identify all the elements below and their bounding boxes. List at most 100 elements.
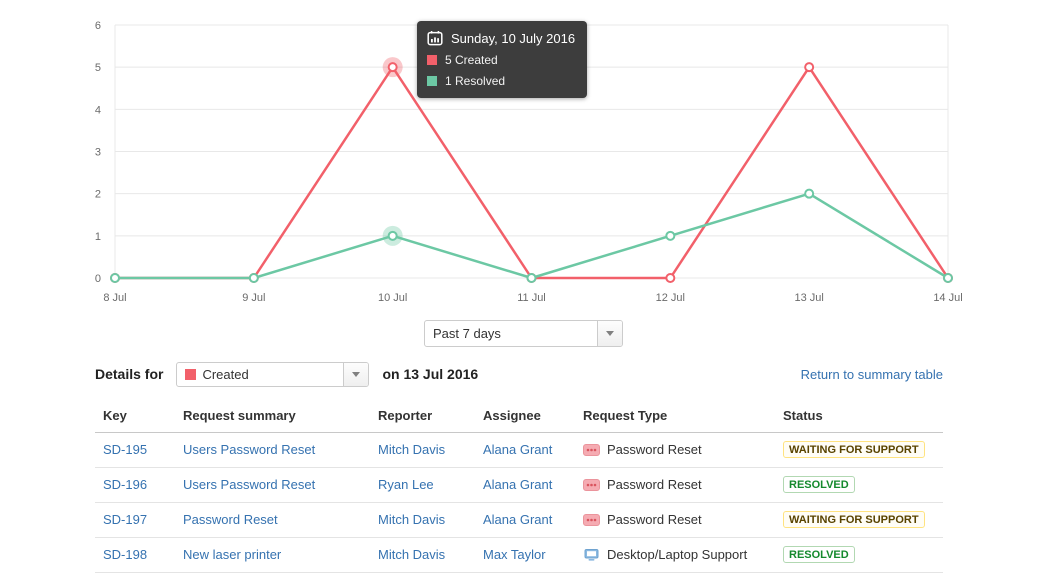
calendar-icon: [427, 31, 443, 46]
assignee-link[interactable]: Alana Grant: [483, 512, 553, 527]
cell-assignee: Alana Grant: [475, 432, 575, 468]
chevron-down-icon: [352, 371, 361, 377]
data-point-resolved[interactable]: [387, 230, 398, 241]
cell-key: SD-197: [95, 502, 175, 538]
cell-key: SD-195: [95, 432, 175, 468]
cell-request-type: Password Reset: [575, 432, 775, 468]
reporter-link[interactable]: Ryan Lee: [378, 477, 434, 492]
column-header-request-type: Request Type: [575, 400, 775, 433]
chart-tooltip: Sunday, 10 July 2016 5 Created 1 Resolve…: [417, 21, 588, 98]
y-tick-label: 5: [95, 62, 101, 74]
tooltip-date: Sunday, 10 July 2016: [451, 30, 576, 46]
date-range-select[interactable]: Past 7 days: [424, 320, 623, 347]
issue-key-link[interactable]: SD-195: [103, 442, 148, 457]
data-point-created[interactable]: [387, 62, 398, 73]
reporter-link[interactable]: Mitch Davis: [378, 442, 446, 457]
created-swatch: [427, 55, 437, 65]
series-swatch: [185, 368, 197, 380]
cell-key: SD-196: [95, 467, 175, 503]
line-chart-canvas[interactable]: 0 1 2 3 4 5 6 8 Jul 9 Jul 10 Jul 11 Jul 12 Jul 13 Ju…: [0, 0, 1040, 310]
tooltip-created-entry: 5 Created: [427, 53, 575, 67]
reporter-link[interactable]: Mitch Davis: [378, 547, 446, 562]
request-summary-link[interactable]: Users Password Reset: [183, 477, 316, 492]
table-row: SD-196 Users Password Reset Ryan Lee Alana …: [95, 467, 943, 503]
created-vs-resolved-chart: 0 1 2 3 4 5 6 8 Jul 9 Jul 10 Jul 11 Jul 12 Jul 13 Ju…: [0, 0, 1040, 310]
details-toolbar: Details for Created on 13 Jul 2016 Retur…: [95, 361, 943, 387]
series-select-value: Created: [202, 366, 249, 382]
request-summary-link[interactable]: Password Reset: [183, 512, 278, 527]
issue-key-link[interactable]: SD-197: [103, 512, 148, 527]
chevron-down-icon: [606, 331, 614, 336]
tooltip-resolved-label: 1 Resolved: [445, 74, 506, 88]
password-reset-icon: [583, 443, 600, 456]
x-tick-label: 14 Jul: [933, 292, 962, 304]
cell-reporter: Mitch Davis: [370, 502, 475, 538]
series-select-arrow[interactable]: [343, 362, 369, 386]
y-tick-label: 1: [95, 231, 101, 243]
reporter-link[interactable]: Mitch Davis: [378, 512, 446, 527]
cell-summary: Password Reset: [175, 502, 370, 538]
status-badge: RESOLVED: [783, 546, 855, 563]
cell-status: WAITING FOR SUPPORT: [775, 432, 943, 468]
column-header-status: Status: [775, 400, 943, 433]
request-type-label: Password Reset: [607, 512, 702, 527]
cell-reporter: Ryan Lee: [370, 467, 475, 503]
date-range-arrow[interactable]: [597, 321, 622, 346]
x-tick-label: 9 Jul: [242, 292, 265, 304]
tooltip-resolved-entry: 1 Resolved: [427, 74, 575, 88]
cell-summary: Users Password Reset: [175, 467, 370, 503]
data-point-resolved[interactable]: [943, 273, 953, 283]
x-tick-label: 8 Jul: [103, 292, 126, 304]
cell-status: RESOLVED: [775, 537, 943, 573]
request-type-label: Desktop/Laptop Support: [607, 547, 748, 562]
data-point-created[interactable]: [804, 62, 815, 73]
requests-table: Key Request summary Reporter Assignee Re…: [95, 400, 943, 573]
data-point-resolved[interactable]: [665, 230, 676, 241]
table-row: SD-198 New laser printer Mitch Davis Max Ta…: [95, 537, 943, 573]
cell-key: SD-198: [95, 537, 175, 573]
column-header-summary: Request summary: [175, 400, 370, 433]
return-to-summary-link[interactable]: Return to summary table: [800, 366, 943, 382]
assignee-link[interactable]: Max Taylor: [483, 547, 546, 562]
issue-key-link[interactable]: SD-196: [103, 477, 148, 492]
date-range-value: Past 7 days: [433, 326, 501, 341]
x-tick-label: 11 Jul: [517, 292, 546, 304]
selected-date-label: on 13 Jul 2016: [382, 366, 479, 382]
status-badge: WAITING FOR SUPPORT: [783, 441, 925, 458]
cell-status: RESOLVED: [775, 467, 943, 503]
data-point-resolved[interactable]: [110, 273, 120, 283]
assignee-link[interactable]: Alana Grant: [483, 442, 553, 457]
x-tick-label: 13 Jul: [794, 292, 823, 304]
data-point-resolved[interactable]: [804, 188, 815, 199]
status-badge: WAITING FOR SUPPORT: [783, 511, 925, 528]
cell-assignee: Alana Grant: [475, 467, 575, 503]
request-type-label: Password Reset: [607, 442, 702, 457]
request-summary-link[interactable]: Users Password Reset: [183, 442, 316, 457]
table-header-row: Key Request summary Reporter Assignee Re…: [95, 400, 943, 433]
cell-assignee: Alana Grant: [475, 502, 575, 538]
cell-request-type: Password Reset: [575, 467, 775, 503]
resolved-swatch: [427, 76, 437, 86]
request-summary-link[interactable]: New laser printer: [183, 547, 282, 562]
issue-key-link[interactable]: SD-198: [103, 547, 148, 562]
series-select[interactable]: Created: [176, 361, 370, 387]
cell-status: WAITING FOR SUPPORT: [775, 502, 943, 538]
column-header-key: Key: [95, 400, 175, 433]
cell-reporter: Mitch Davis: [370, 537, 475, 573]
cell-summary: Users Password Reset: [175, 432, 370, 468]
password-reset-icon: [583, 513, 600, 526]
table-row: SD-195 Users Password Reset Mitch Davis Ala…: [95, 432, 943, 468]
cell-request-type: Desktop/Laptop Support: [575, 537, 775, 573]
column-header-assignee: Assignee: [475, 400, 575, 433]
data-point-created[interactable]: [665, 273, 676, 283]
y-tick-label: 4: [95, 104, 101, 116]
cell-reporter: Mitch Davis: [370, 432, 475, 468]
tooltip-created-label: 5 Created: [445, 53, 498, 67]
details-for-label: Details for: [95, 366, 164, 382]
status-badge: RESOLVED: [783, 476, 855, 493]
hardware-icon: [584, 548, 599, 561]
assignee-link[interactable]: Alana Grant: [483, 477, 553, 492]
table-row: SD-197 Password Reset Mitch Davis Alana Gra…: [95, 502, 943, 538]
data-point-resolved[interactable]: [248, 273, 259, 283]
data-point-resolved[interactable]: [526, 273, 537, 283]
